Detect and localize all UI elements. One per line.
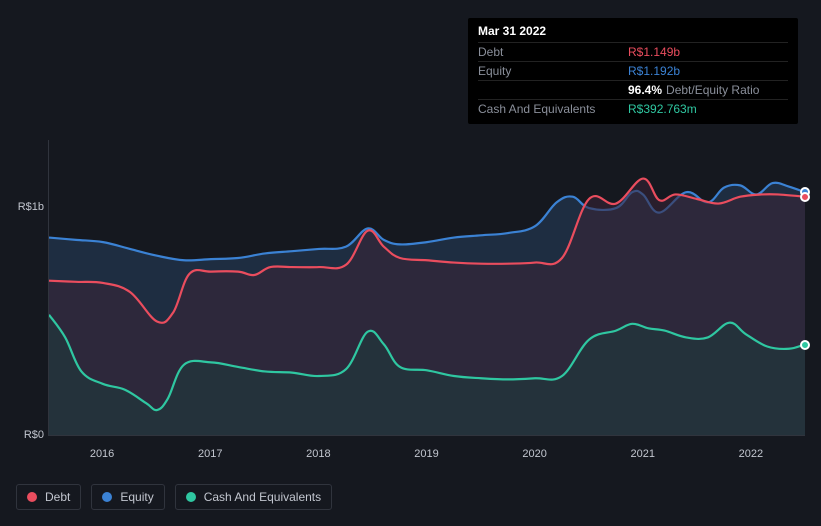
- legend-label: Cash And Equivalents: [204, 490, 321, 504]
- x-axis-label: 2022: [739, 448, 763, 460]
- tooltip-row-value: R$1.192b: [628, 63, 788, 79]
- tooltip-row-label: [478, 82, 628, 98]
- tooltip-row-value: 96.4%Debt/Equity Ratio: [628, 82, 788, 98]
- legend-dot-icon: [27, 492, 37, 502]
- x-axis-label: 2019: [414, 448, 438, 460]
- y-axis-label: R$0: [24, 429, 44, 441]
- tooltip-row: DebtR$1.149b: [478, 42, 788, 61]
- tooltip-row-value: R$1.149b: [628, 44, 788, 60]
- legend-item-equity[interactable]: Equity: [91, 484, 164, 510]
- y-axis-label: R$1b: [18, 201, 44, 213]
- tooltip-title: Mar 31 2022: [478, 24, 788, 38]
- x-axis-label: 2021: [631, 448, 655, 460]
- x-axis-label: 2018: [306, 448, 330, 460]
- x-axis-label: 2020: [522, 448, 546, 460]
- tooltip-row-label: Equity: [478, 63, 628, 79]
- chart-plot-area[interactable]: [48, 140, 805, 436]
- x-axis-label: 2016: [90, 448, 114, 460]
- series-end-marker: [800, 192, 810, 202]
- tooltip-row-label: Debt: [478, 44, 628, 60]
- legend-dot-icon: [102, 492, 112, 502]
- tooltip-row: EquityR$1.192b: [478, 61, 788, 80]
- chart-tooltip: Mar 31 2022 DebtR$1.149bEquityR$1.192b96…: [468, 18, 798, 124]
- legend-dot-icon: [186, 492, 196, 502]
- tooltip-row-label: Cash And Equivalents: [478, 101, 628, 117]
- legend-label: Equity: [120, 490, 153, 504]
- chart-svg: [49, 140, 805, 435]
- legend-label: Debt: [45, 490, 70, 504]
- tooltip-row: Cash And EquivalentsR$392.763m: [478, 99, 788, 118]
- legend-item-debt[interactable]: Debt: [16, 484, 81, 510]
- chart-legend: Debt Equity Cash And Equivalents: [16, 484, 332, 510]
- tooltip-row: 96.4%Debt/Equity Ratio: [478, 80, 788, 99]
- legend-item-cash-and-equivalents[interactable]: Cash And Equivalents: [175, 484, 332, 510]
- series-end-marker: [800, 340, 810, 350]
- tooltip-row-value: R$392.763m: [628, 101, 788, 117]
- x-axis-label: 2017: [198, 448, 222, 460]
